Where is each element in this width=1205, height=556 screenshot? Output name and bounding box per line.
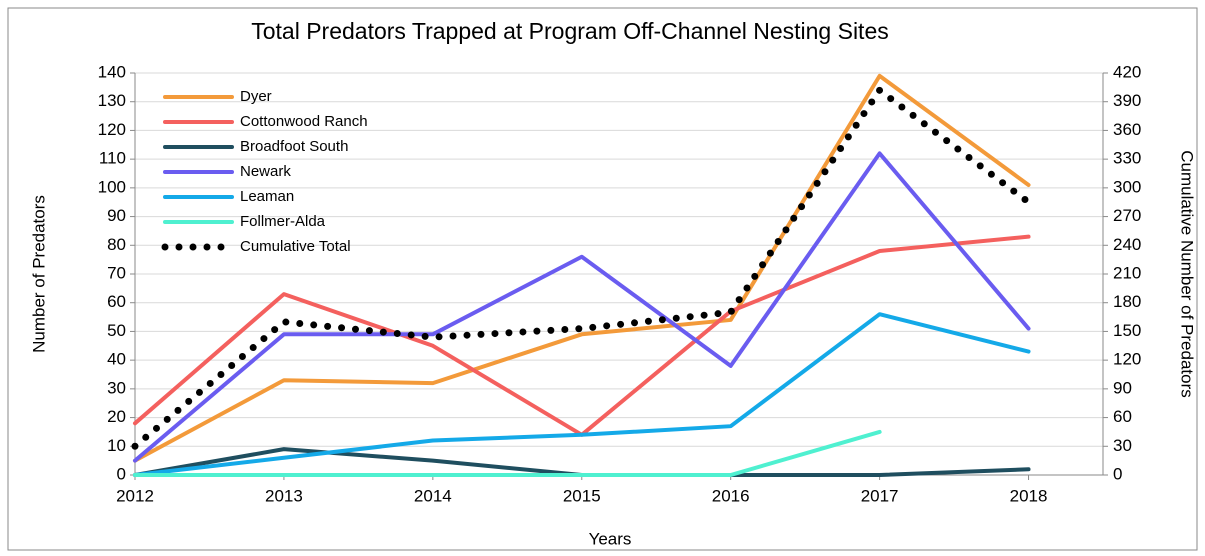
y-tick-label: 70	[107, 263, 126, 282]
y2-tick-label: 150	[1113, 321, 1141, 340]
x-tick-label: 2013	[265, 486, 303, 505]
y-tick-label: 120	[98, 120, 126, 139]
y2-tick-label: 120	[1113, 350, 1141, 369]
y-tick-label: 30	[107, 378, 126, 397]
y-tick-label: 100	[98, 177, 126, 196]
y2-tick-label: 360	[1113, 120, 1141, 139]
y-tick-label: 60	[107, 292, 126, 311]
y2-tick-label: 0	[1113, 464, 1122, 483]
legend-label: Dyer	[240, 88, 272, 105]
y2-tick-label: 420	[1113, 62, 1141, 81]
y2-tick-label: 180	[1113, 292, 1141, 311]
x-tick-label: 2015	[563, 486, 601, 505]
x-tick-label: 2012	[116, 486, 154, 505]
legend-label: Leaman	[240, 188, 294, 205]
y2-tick-label: 210	[1113, 263, 1141, 282]
x-axis-label: Years	[589, 529, 632, 548]
x-tick-label: 2017	[861, 486, 899, 505]
x-tick-label: 2018	[1010, 486, 1048, 505]
y-tick-label: 20	[107, 407, 126, 426]
y2-axis-label: Cumulative Number of Predators	[1178, 150, 1197, 398]
series-line	[133, 312, 1031, 477]
legend-label: Newark	[240, 163, 291, 180]
y2-tick-label: 240	[1113, 235, 1141, 254]
series-line	[133, 73, 1031, 463]
legend-label: Cottonwood Ranch	[240, 113, 368, 130]
legend-label: Follmer-Alda	[240, 213, 326, 230]
y-tick-label: 40	[107, 350, 126, 369]
y-tick-label: 140	[98, 62, 126, 81]
y2-tick-label: 30	[1113, 436, 1132, 455]
legend-label: Cumulative Total	[240, 238, 351, 255]
y2-tick-label: 270	[1113, 206, 1141, 225]
y-tick-label: 10	[107, 436, 126, 455]
series-line	[131, 85, 1033, 450]
y-axis-label: Number of Predators	[29, 195, 48, 353]
y2-tick-label: 90	[1113, 378, 1132, 397]
y2-tick-label: 390	[1113, 91, 1141, 110]
series-line	[133, 151, 1031, 463]
y2-tick-label: 330	[1113, 149, 1141, 168]
y-tick-label: 110	[99, 149, 126, 168]
chart-title: Total Predators Trapped at Program Off-C…	[251, 18, 889, 44]
y-tick-label: 0	[117, 464, 126, 483]
y-tick-label: 50	[107, 321, 126, 340]
x-tick-label: 2014	[414, 486, 452, 505]
y2-tick-label: 60	[1113, 407, 1132, 426]
x-tick-label: 2016	[712, 486, 750, 505]
y-tick-label: 130	[98, 91, 126, 110]
y2-tick-label: 300	[1113, 177, 1141, 196]
y-tick-label: 80	[107, 235, 126, 254]
series-line	[133, 429, 882, 477]
legend-label: Broadfoot South	[240, 138, 348, 155]
y-tick-label: 90	[107, 206, 126, 225]
